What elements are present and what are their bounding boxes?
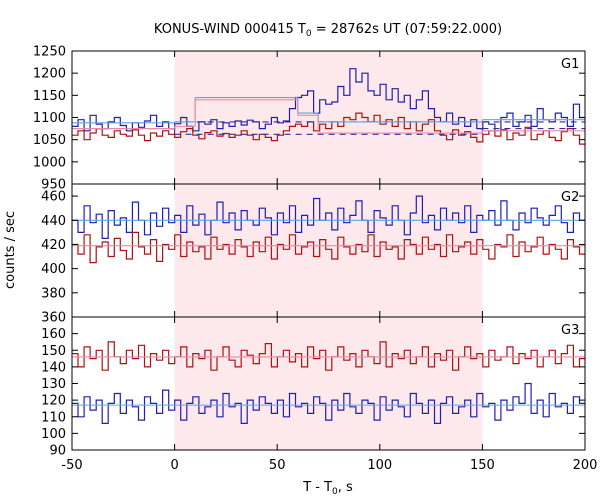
series-red-g2 bbox=[72, 231, 585, 264]
panel-label-g1: G1 bbox=[561, 57, 579, 72]
y-tick-label: 150 bbox=[41, 344, 66, 359]
y-tick-label: 110 bbox=[41, 410, 66, 425]
x-tick-label: 0 bbox=[170, 458, 178, 473]
y-tick-label: 1100 bbox=[33, 111, 66, 126]
x-axis-label-main: T - T bbox=[302, 480, 332, 495]
y-tick-label: 100 bbox=[41, 427, 66, 442]
x-tick-label: -50 bbox=[61, 458, 82, 473]
series-red-g1 bbox=[72, 112, 585, 145]
plot-area: 950100010501100115012001250G136038040042… bbox=[33, 45, 598, 474]
panel-label-g3: G3 bbox=[561, 323, 579, 338]
y-tick-label: 460 bbox=[41, 190, 66, 205]
y-tick-label: 140 bbox=[41, 360, 66, 375]
y-tick-label: 1250 bbox=[33, 45, 66, 60]
chart-title-rest: = 28762s UT (07:59:22.000) bbox=[312, 22, 502, 37]
chart-title-subscript: 0 bbox=[306, 29, 312, 39]
y-axis-label: counts / sec bbox=[3, 211, 18, 289]
x-axis-label-subscript: 0 bbox=[332, 487, 338, 497]
y-tick-label: 130 bbox=[41, 377, 66, 392]
y-tick-label: 1000 bbox=[33, 155, 66, 170]
y-tick-label: 440 bbox=[41, 214, 66, 229]
x-tick-label: 100 bbox=[367, 458, 392, 473]
series-blue-g2 bbox=[72, 195, 585, 239]
x-tick-label: 200 bbox=[573, 458, 598, 473]
y-tick-label: 950 bbox=[41, 178, 66, 193]
x-axis-label: T - T0, s bbox=[302, 480, 353, 497]
chart-title-main: KONUS-WIND 000415 T bbox=[154, 22, 306, 37]
y-tick-label: 160 bbox=[41, 327, 66, 342]
highlight-interval bbox=[174, 51, 483, 450]
y-tick-label: 90 bbox=[49, 444, 66, 459]
y-tick-label: 1150 bbox=[33, 89, 66, 104]
x-tick-label: 50 bbox=[269, 458, 286, 473]
panel-g1: 950 1000 1050 1100 1150 1200 1250 G1 bbox=[33, 45, 586, 193]
series-blue-g1 bbox=[72, 68, 585, 132]
y-tick-label: 360 bbox=[41, 311, 66, 326]
series-blue-g3 bbox=[72, 382, 585, 424]
y-tick-label: 1200 bbox=[33, 67, 66, 82]
chart-title: KONUS-WIND 000415 T0 = 28762s UT (07:59:… bbox=[154, 22, 502, 39]
x-axis-label-rest: , s bbox=[338, 480, 353, 495]
y-tick-label: 400 bbox=[41, 262, 66, 277]
x-tick-label: 150 bbox=[470, 458, 495, 473]
panel-label-g2: G2 bbox=[561, 190, 579, 205]
y-tick-label: 420 bbox=[41, 238, 66, 253]
panel-g2: 360 380 400 420 440 460 G2 bbox=[41, 183, 586, 326]
y-tick-label: 380 bbox=[41, 286, 66, 301]
y-tick-label: 120 bbox=[41, 394, 66, 409]
y-tick-label: 1050 bbox=[33, 133, 66, 148]
